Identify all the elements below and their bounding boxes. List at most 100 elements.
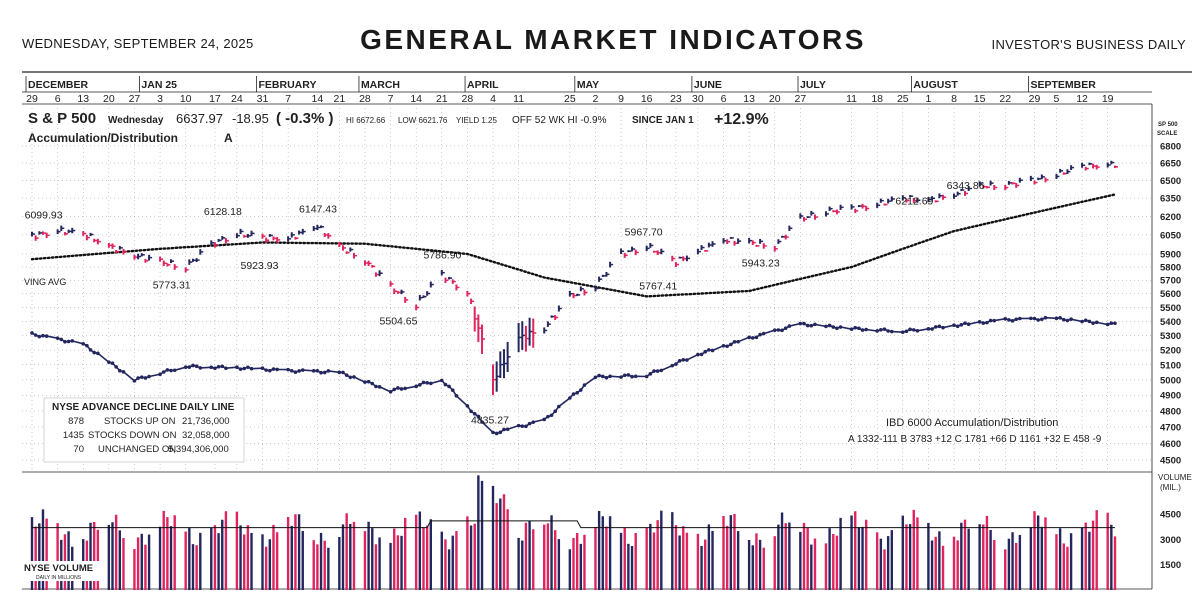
advance-decline-point — [370, 381, 375, 386]
moving-average-line — [30, 193, 1117, 298]
advance-decline-point — [421, 380, 426, 385]
advance-decline-point — [216, 364, 221, 369]
advance-decline-point — [194, 364, 199, 369]
nyse-box-title: NYSE ADVANCE DECLINE DAILY LINE — [52, 402, 235, 413]
advance-decline-point — [729, 342, 733, 347]
scale-tick-label: 5000 — [1160, 375, 1181, 386]
advance-decline-point — [824, 324, 828, 329]
advance-decline-point — [1043, 315, 1048, 320]
price-annotation: 6128.18 — [204, 206, 242, 218]
advance-decline-point — [297, 369, 301, 373]
advance-decline-point — [183, 365, 188, 369]
sp500-day: Wednesday — [108, 115, 164, 126]
grid — [22, 71, 1192, 590]
advance-decline-point — [1029, 316, 1033, 321]
advance-decline-point — [414, 384, 418, 389]
advance-decline-point — [494, 431, 499, 436]
advance-decline-point — [388, 389, 393, 394]
advance-decline-point — [139, 375, 144, 379]
advance-decline-point — [860, 328, 865, 332]
advance-decline-point — [557, 404, 561, 409]
advance-decline-point — [875, 329, 879, 333]
price-annotation: 6343.86 — [947, 180, 985, 192]
month-label: JAN 25 — [141, 79, 177, 91]
advance-decline-point — [235, 365, 239, 370]
nyse-down-volume: 32,058,000 — [182, 430, 230, 441]
day-label: 21 — [436, 93, 448, 105]
advance-decline-point — [114, 365, 118, 369]
nyse-unchanged-label: UNCHANGED ON — [98, 444, 176, 455]
volume-tick-label: 4500 — [1160, 510, 1181, 521]
acc-dist-grade: A — [224, 131, 233, 145]
volume-scale-subtitle: (MIL.) — [1160, 483, 1181, 492]
advance-decline-point — [857, 326, 861, 331]
advance-decline-point — [1105, 322, 1110, 327]
day-label: 15 — [974, 93, 986, 105]
advance-decline-point — [600, 374, 605, 379]
advance-decline-point — [44, 334, 49, 338]
advance-decline-point — [366, 379, 371, 384]
advance-decline-point — [604, 375, 609, 380]
advance-decline-point — [491, 430, 495, 435]
advance-decline-point — [443, 382, 448, 387]
day-label: 31 — [257, 93, 269, 105]
advance-decline-point — [1113, 321, 1117, 326]
advance-decline-point — [670, 363, 675, 368]
nyse-box-background — [43, 397, 245, 463]
day-label: 25 — [897, 93, 909, 105]
day-label: 1 — [925, 93, 931, 105]
day-label: 8 — [951, 93, 957, 105]
advance-decline-point — [1040, 317, 1044, 322]
advance-decline-point — [977, 320, 982, 324]
advance-decline-point — [531, 420, 536, 424]
advance-decline-point — [238, 367, 243, 371]
sp500-pct-change: ( -0.3% ) — [276, 110, 334, 127]
month-label: MAY — [577, 79, 599, 91]
day-label: 13 — [77, 93, 89, 105]
advance-decline-point — [260, 366, 265, 370]
price-annotation: 5943.23 — [742, 257, 780, 269]
advance-decline-point — [268, 368, 272, 373]
advance-decline-point — [710, 348, 715, 353]
advance-decline-point — [1069, 317, 1073, 322]
advance-decline-point — [425, 381, 429, 385]
advance-decline-point — [546, 414, 550, 419]
advance-decline-point — [626, 373, 631, 377]
time-axis: DECEMBER JAN 25 FEBRUARY MARCH APRIL MAY JUNE J… — [25, 76, 1114, 105]
advance-decline-point — [33, 333, 38, 337]
advance-decline-point — [750, 336, 755, 340]
advance-decline-point — [1032, 316, 1037, 321]
advance-decline-point — [198, 366, 203, 370]
advance-decline-point — [655, 369, 660, 373]
advance-decline-point — [158, 372, 162, 377]
advance-decline-point — [249, 366, 254, 371]
nyse-unchanged-count: 70 — [73, 444, 84, 455]
scale-tick-label: 5100 — [1160, 360, 1181, 371]
advance-decline-point — [853, 325, 858, 330]
advance-decline-point — [85, 343, 89, 348]
advance-decline-point — [1087, 319, 1092, 324]
advance-decline-point — [937, 324, 942, 329]
advance-decline-point — [502, 427, 506, 432]
advance-decline-point — [809, 323, 814, 328]
advance-decline-point — [418, 383, 422, 387]
day-label: 23 — [670, 93, 682, 105]
day-label: 27 — [129, 93, 141, 105]
scale-tick-label: 6350 — [1160, 194, 1181, 205]
advance-decline-point — [88, 348, 93, 352]
advance-decline-point — [107, 360, 111, 364]
advance-decline-point — [118, 368, 122, 373]
day-label: 27 — [795, 93, 807, 105]
advance-decline-point — [469, 409, 473, 414]
advance-decline-point — [498, 430, 503, 435]
scale-tick-label: 5200 — [1160, 346, 1181, 357]
advance-decline-point — [147, 374, 151, 379]
day-label: 19 — [1102, 93, 1114, 105]
advance-decline-point — [805, 323, 810, 328]
advance-decline-point — [271, 367, 276, 371]
advance-decline-point — [136, 376, 140, 380]
advance-decline-point — [699, 352, 704, 357]
advance-decline-point — [648, 372, 653, 376]
sp500-off-high: OFF 52 WK HI -0.9% — [512, 115, 607, 126]
day-label: 9 — [618, 93, 624, 105]
